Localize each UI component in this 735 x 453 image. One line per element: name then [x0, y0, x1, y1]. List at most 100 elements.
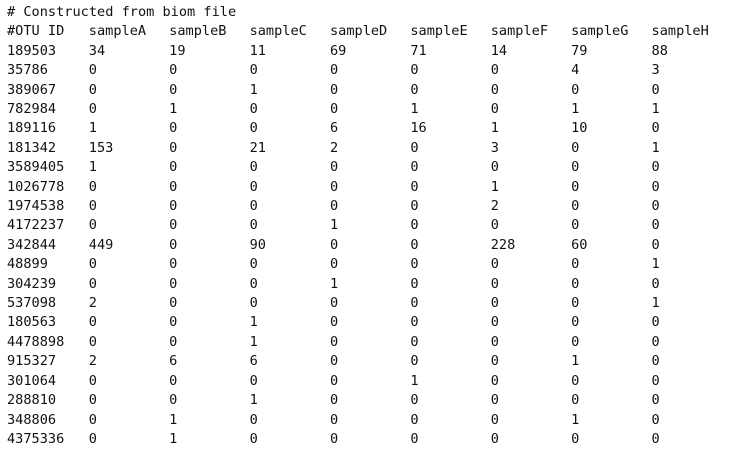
count-cell: 0	[410, 81, 419, 98]
otu-id-cell: 1026778	[7, 178, 65, 195]
count-cell: 1	[249, 81, 258, 98]
count-cell: 2	[490, 198, 499, 215]
count-cell: 0	[169, 178, 178, 195]
otu-id-cell: 189503	[7, 42, 57, 59]
table-row: 288810 0 0 1 0 0 0 0 0	[7, 391, 732, 410]
count-cell: 14	[490, 42, 508, 59]
count-cell: 10	[571, 120, 588, 137]
table-body: 189503 34 19 11 69 71 14 79 88 35786 0 0 0 0 0 0 4 3 38906…	[7, 42, 732, 450]
count-cell: 0	[249, 372, 258, 389]
count-cell: 0	[490, 333, 499, 350]
count-cell: 1	[651, 256, 660, 273]
count-cell: 2	[88, 295, 97, 312]
count-cell: 0	[169, 314, 178, 331]
count-cell: 0	[571, 159, 580, 176]
count-cell: 0	[249, 295, 258, 312]
column-header-samplea: sampleA	[88, 23, 147, 40]
otu-id-cell: 35786	[7, 62, 48, 79]
count-cell: 0	[329, 411, 339, 428]
count-cell: 0	[651, 275, 660, 292]
count-cell: 0	[651, 178, 660, 195]
otu-id-cell: 915327	[7, 353, 57, 370]
count-cell: 0	[410, 178, 419, 195]
otu-id-cell: 189116	[7, 120, 57, 137]
table-row: 189503 34 19 11 69 71 14 79 88	[7, 42, 732, 61]
count-cell: 0	[410, 139, 419, 156]
table-row: 342844 449 0 90 0 0 228 60 0	[7, 236, 732, 255]
count-cell: 0	[169, 275, 178, 292]
count-cell: 1	[571, 411, 580, 428]
count-cell: 0	[88, 275, 97, 292]
count-cell: 34	[88, 42, 106, 59]
otu-id-cell: 348806	[7, 411, 57, 428]
count-cell: 0	[571, 430, 580, 447]
count-cell: 0	[329, 81, 339, 98]
count-cell: 1	[329, 217, 339, 234]
count-cell: 1	[651, 139, 660, 156]
count-cell: 0	[329, 159, 339, 176]
column-header-sampleh: sampleH	[651, 23, 709, 40]
count-cell: 0	[490, 372, 499, 389]
count-cell: 0	[88, 198, 97, 215]
count-cell: 0	[571, 275, 580, 292]
count-cell: 0	[571, 139, 580, 156]
column-header-otu-id: #OTU ID	[7, 23, 65, 40]
count-cell: 0	[169, 139, 178, 156]
count-cell: 0	[490, 256, 499, 273]
count-cell: 0	[651, 392, 660, 409]
count-cell: 1	[169, 411, 178, 428]
table-row: 35786 0 0 0 0 0 0 4 3	[7, 61, 732, 80]
count-cell: 0	[490, 314, 499, 331]
otu-id-cell: 342844	[7, 236, 57, 253]
header-row: #OTU ID sampleA sampleB sampleC sampleD sampl…	[7, 22, 732, 41]
count-cell: 0	[490, 62, 499, 79]
count-cell: 1	[410, 101, 419, 118]
count-cell: 0	[571, 392, 580, 409]
otu-id-cell: 537098	[7, 295, 57, 312]
table-row: 389067 0 0 1 0 0 0 0 0	[7, 81, 732, 100]
table-row: 189116 1 0 0 6 16 1 10 0	[7, 119, 732, 138]
count-cell: 0	[571, 81, 580, 98]
count-cell: 0	[490, 430, 499, 447]
count-cell: 0	[88, 62, 97, 79]
count-cell: 0	[329, 333, 339, 350]
count-cell: 0	[490, 101, 499, 118]
otu-id-cell: 3589405	[7, 159, 65, 176]
count-cell: 0	[329, 101, 339, 118]
count-cell: 0	[490, 275, 499, 292]
count-cell: 21	[249, 139, 266, 156]
count-cell: 0	[571, 217, 580, 234]
count-cell: 0	[410, 159, 419, 176]
table-row: 304239 0 0 0 1 0 0 0 0	[7, 275, 732, 294]
count-cell: 0	[571, 372, 580, 389]
count-cell: 0	[249, 62, 258, 79]
count-cell: 79	[571, 42, 588, 59]
count-cell: 0	[651, 217, 660, 234]
count-cell: 0	[88, 430, 97, 447]
count-cell: 0	[329, 198, 339, 215]
count-cell: 0	[249, 411, 258, 428]
count-cell: 1	[249, 392, 258, 409]
count-cell: 0	[249, 430, 258, 447]
count-cell: 0	[329, 178, 339, 195]
count-cell: 1	[651, 295, 660, 312]
table-row: 3589405 1 0 0 0 0 0 0 0	[7, 158, 732, 177]
otu-table: #OTU ID sampleA sampleB sampleC sampleD sampl…	[7, 22, 732, 449]
count-cell: 1	[651, 101, 660, 118]
count-cell: 1	[571, 101, 580, 118]
table-row: 782984 0 1 0 0 1 0 1 1	[7, 100, 732, 119]
column-header-samplec: sampleC	[249, 23, 307, 40]
count-cell: 0	[410, 256, 419, 273]
otu-id-cell: 782984	[7, 101, 57, 118]
count-cell: 0	[169, 236, 178, 253]
count-cell: 0	[329, 236, 339, 253]
table-row: 181342 153 0 21 2 0 3 0 1	[7, 139, 732, 158]
count-cell: 3	[490, 139, 499, 156]
count-cell: 1	[329, 275, 339, 292]
table-row: 4478898 0 0 1 0 0 0 0 0	[7, 333, 732, 352]
count-cell: 88	[651, 42, 668, 59]
count-cell: 4	[571, 62, 580, 79]
otu-id-cell: 288810	[7, 392, 57, 409]
count-cell: 0	[169, 120, 178, 137]
document: # Constructed from biom file #OTU ID samp…	[7, 3, 732, 449]
